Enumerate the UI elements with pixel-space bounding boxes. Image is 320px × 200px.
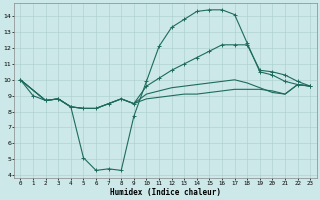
X-axis label: Humidex (Indice chaleur): Humidex (Indice chaleur) — [110, 188, 221, 197]
